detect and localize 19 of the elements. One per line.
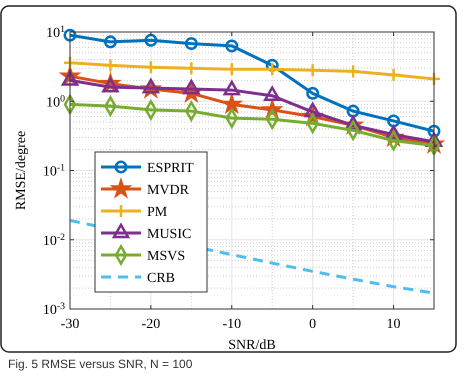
y-tick-label: 10$^{-2}$ (42, 231, 66, 249)
y-axis-title: RMSE/degree (14, 130, 29, 210)
legend-label: ESPRIT (147, 161, 194, 176)
legend-label: CRB (147, 271, 176, 286)
y-tick-label: 10$^{0}$ (46, 92, 66, 110)
x-tick-label: 10 (386, 317, 401, 332)
x-tick-label: -30 (60, 317, 80, 332)
caption: Fig. 5 RMSE versus SNR, N = 100 (8, 357, 193, 371)
x-axis-title: SNR/dB (228, 338, 276, 353)
y-tick-label: 10$^{-1}$ (42, 162, 66, 180)
legend-label: MSVS (147, 249, 186, 264)
y-tick-label: 10$^{-3}$ (42, 300, 66, 318)
legend-label: MUSIC (147, 227, 192, 242)
x-tick-label: 0 (309, 317, 316, 332)
y-tick-label: 10$^{1}$ (46, 24, 66, 41)
x-tick-label: -10 (222, 317, 242, 332)
x-tick-label: -20 (142, 317, 160, 332)
legend-label: PM (147, 205, 168, 220)
legend-label: MVDR (147, 183, 190, 198)
